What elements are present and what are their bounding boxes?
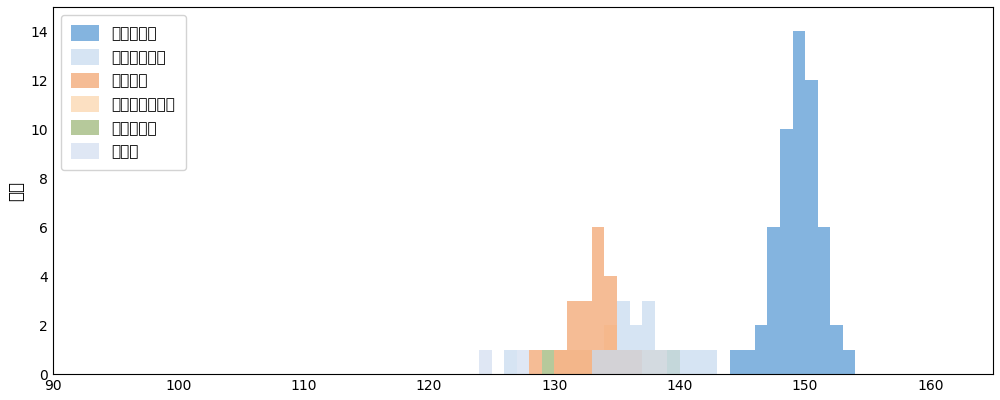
- Bar: [667, 350, 680, 374]
- Bar: [604, 350, 617, 374]
- Bar: [755, 325, 767, 374]
- Bar: [655, 350, 667, 374]
- Bar: [592, 350, 604, 374]
- Bar: [630, 350, 642, 374]
- Bar: [617, 350, 630, 374]
- Bar: [604, 325, 617, 374]
- Bar: [517, 350, 529, 374]
- Bar: [554, 350, 567, 374]
- Bar: [843, 350, 855, 374]
- Bar: [705, 350, 717, 374]
- Bar: [642, 350, 655, 374]
- Bar: [617, 350, 630, 374]
- Legend: ストレート, カットボール, フォーク, チェンジアップ, スライダー, カーブ: ストレート, カットボール, フォーク, チェンジアップ, スライダー, カーブ: [61, 14, 186, 170]
- Bar: [554, 350, 567, 374]
- Bar: [630, 350, 642, 374]
- Y-axis label: 球数: 球数: [7, 180, 25, 200]
- Bar: [818, 227, 830, 374]
- Bar: [655, 350, 667, 374]
- Bar: [830, 325, 843, 374]
- Bar: [617, 350, 630, 374]
- Bar: [642, 350, 655, 374]
- Bar: [617, 301, 630, 374]
- Bar: [642, 301, 655, 374]
- Bar: [692, 350, 705, 374]
- Bar: [529, 350, 542, 374]
- Bar: [780, 129, 793, 374]
- Bar: [630, 325, 642, 374]
- Bar: [680, 350, 692, 374]
- Bar: [667, 350, 680, 374]
- Bar: [504, 350, 517, 374]
- Bar: [655, 350, 667, 374]
- Bar: [630, 350, 642, 374]
- Bar: [805, 80, 818, 374]
- Bar: [767, 227, 780, 374]
- Bar: [554, 350, 567, 374]
- Bar: [567, 301, 579, 374]
- Bar: [567, 350, 579, 374]
- Bar: [592, 227, 604, 374]
- Bar: [604, 350, 617, 374]
- Bar: [567, 350, 579, 374]
- Bar: [542, 350, 554, 374]
- Bar: [730, 350, 742, 374]
- Bar: [579, 350, 592, 374]
- Bar: [479, 350, 492, 374]
- Bar: [793, 32, 805, 374]
- Bar: [742, 350, 755, 374]
- Bar: [604, 276, 617, 374]
- Bar: [592, 350, 604, 374]
- Bar: [592, 350, 604, 374]
- Bar: [579, 301, 592, 374]
- Bar: [579, 350, 592, 374]
